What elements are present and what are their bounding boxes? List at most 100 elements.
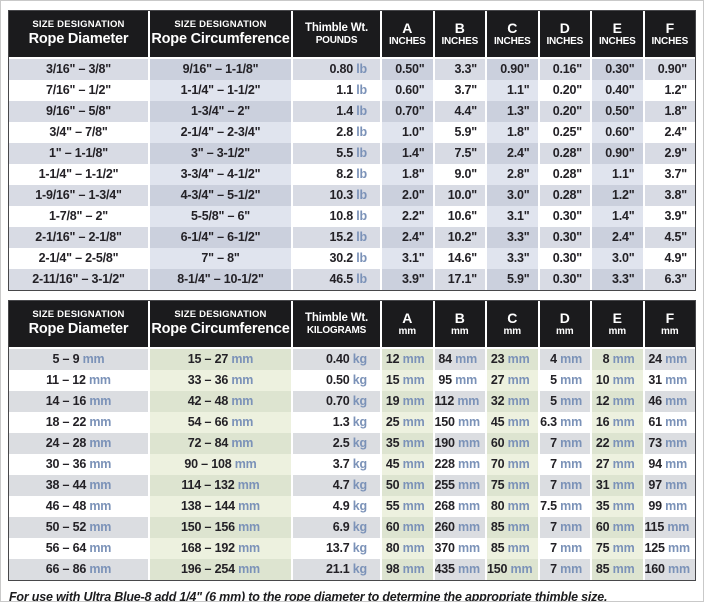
table-row: 3/4" – 7/8" 2-1/4" – 2-3/4" 2.8 lb 1.0" 5.9"… <box>9 122 695 143</box>
table-cell: 1-9/16" – 1-3/4" <box>9 185 148 206</box>
table-cell: 0.30" <box>539 227 590 248</box>
table-cell: 8.2 lb <box>293 164 380 185</box>
table-cell: 3-3/4" – 4-1/2" <box>150 164 291 185</box>
table-cell: 1.1 lb <box>293 80 380 101</box>
table-cell: 2.9" <box>644 143 695 164</box>
column-header-e-inches: E INCHES <box>592 11 643 57</box>
column-header-size-designation-rope-diameter: SIZE DESIGNATION Rope Diameter <box>9 301 148 347</box>
table-cell: 27 mm <box>592 454 643 475</box>
table-body-metric: 5 – 9 mm 15 – 27 mm 0.40 kg 12 mm 84 mm 23 mm… <box>9 349 695 580</box>
table-cell: 73 mm <box>644 433 695 454</box>
table-cell: 168 – 192 mm <box>150 538 291 559</box>
table-cell: 38 – 44 mm <box>9 475 148 496</box>
table-cell: 33 – 36 mm <box>150 370 291 391</box>
header-line-1: A <box>402 310 413 327</box>
table-cell: 4.5" <box>644 227 695 248</box>
table-cell: 0.80 lb <box>293 59 380 80</box>
table-cell: 10.0" <box>434 185 485 206</box>
table-cell: 0.40 kg <box>293 349 380 370</box>
table-cell: 7 mm <box>539 475 590 496</box>
table-cell: 3.0" <box>592 248 643 269</box>
table-cell: 7/16" – 1/2" <box>9 80 148 101</box>
header-line-2: Rope Diameter <box>28 31 129 48</box>
table-cell: 30 – 36 mm <box>9 454 148 475</box>
table-cell: 0.40" <box>592 80 643 101</box>
header-line-2: INCHES <box>388 36 426 48</box>
table-cell: 1.1" <box>487 80 538 101</box>
table-cell: 4-3/4" – 5-1/2" <box>150 185 291 206</box>
column-header-size-designation-rope-circumference: SIZE DESIGNATION Rope Circumference <box>150 11 291 57</box>
header-line-1: D <box>559 20 570 37</box>
table-cell: 435 mm <box>434 559 485 580</box>
table-cell: 7.5" <box>434 143 485 164</box>
table-cell: 15.2 lb <box>293 227 380 248</box>
table-cell: 160 mm <box>644 559 695 580</box>
table-cell: 10.6" <box>434 206 485 227</box>
table-cell: 10.8 lb <box>293 206 380 227</box>
table-row: 1" – 1-1/8" 3" – 3-1/2" 5.5 lb 1.4" 7.5" 2.4"… <box>9 143 695 164</box>
header-line-1: Thimble Wt. <box>305 311 368 324</box>
table-cell: 12 mm <box>592 391 643 412</box>
spec-table-metric: SIZE DESIGNATION Rope Diameter SIZE DESIGN… <box>8 300 696 581</box>
table-cell: 0.20" <box>539 101 590 122</box>
table-cell: 1.8" <box>644 101 695 122</box>
table-cell: 2.5 kg <box>293 433 380 454</box>
header-line-2: Rope Circumference <box>151 321 290 338</box>
table-cell: 114 – 132 mm <box>150 475 291 496</box>
table-cell: 2.8 lb <box>293 122 380 143</box>
table-cell: 99 mm <box>644 496 695 517</box>
table-cell: 0.60" <box>382 80 433 101</box>
table-cell: 0.28" <box>539 164 590 185</box>
header-line-1: Thimble Wt. <box>305 21 368 34</box>
table-cell: 0.28" <box>539 143 590 164</box>
table-cell: 1.2" <box>592 185 643 206</box>
header-line-1: C <box>507 310 518 327</box>
table-cell: 1-1/4" – 1-1/2" <box>9 164 148 185</box>
column-header-c-inches: C INCHES <box>487 11 538 57</box>
table-cell: 30.2 lb <box>293 248 380 269</box>
table-cell: 45 mm <box>487 412 538 433</box>
table-row: 2-11/16" – 3-1/2" 8-1/4" – 10-1/2" 46.5 lb… <box>9 269 695 290</box>
table-cell: 0.70 kg <box>293 391 380 412</box>
table-cell: 85 mm <box>592 559 643 580</box>
table-cell: 7 mm <box>539 433 590 454</box>
table-cell: 0.28" <box>539 185 590 206</box>
table-cell: 150 mm <box>487 559 538 580</box>
table-row: 56 – 64 mm 168 – 192 mm 13.7 kg 80 mm 370 mm… <box>9 538 695 559</box>
column-header-a-inches: A INCHES <box>382 11 433 57</box>
table-cell: 4 mm <box>539 349 590 370</box>
table-cell: 3.0" <box>487 185 538 206</box>
table-row: 66 – 86 mm 196 – 254 mm 21.1 kg 98 mm 435 mm… <box>9 559 695 580</box>
table-row: 24 – 28 mm 72 – 84 mm 2.5 kg 35 mm 190 mm 60 … <box>9 433 695 454</box>
table-cell: 3.9" <box>644 206 695 227</box>
table-cell: 2.2" <box>382 206 433 227</box>
header-line-1: SIZE DESIGNATION <box>32 309 125 321</box>
table-cell: 4.9" <box>644 248 695 269</box>
table-cell: 61 mm <box>644 412 695 433</box>
table-row: 38 – 44 mm 114 – 132 mm 4.7 kg 50 mm 255 mm 7… <box>9 475 695 496</box>
table-cell: 3.3" <box>434 59 485 80</box>
table-cell: 14 – 16 mm <box>9 391 148 412</box>
header-line-2: INCHES <box>651 36 689 48</box>
table-cell: 2.4" <box>644 122 695 143</box>
table-cell: 0.25" <box>539 122 590 143</box>
table-cell: 0.50 kg <box>293 370 380 391</box>
header-line-2: Rope Diameter <box>28 321 129 338</box>
table-header-row-inches: SIZE DESIGNATION Rope Diameter SIZE DESIGN… <box>9 11 695 57</box>
table-cell: 60 mm <box>382 517 433 538</box>
table-cell: 2-1/4" – 2-3/4" <box>150 122 291 143</box>
table-cell: 85 mm <box>487 517 538 538</box>
table-cell: 5.9" <box>434 122 485 143</box>
table-cell: 2-1/16" – 2-1/8" <box>9 227 148 248</box>
column-header-thimble-wt-kilograms: Thimble Wt. KILOGRAMS <box>293 301 380 347</box>
table-cell: 7 mm <box>539 517 590 538</box>
table-cell: 1.8" <box>382 164 433 185</box>
table-cell: 7 mm <box>539 454 590 475</box>
table-row: 7/16" – 1/2" 1-1/4" – 1-1/2" 1.1 lb 0.60" 3.… <box>9 80 695 101</box>
table-cell: 1-1/4" – 1-1/2" <box>150 80 291 101</box>
table-cell: 35 mm <box>592 496 643 517</box>
table-cell: 3.1" <box>487 206 538 227</box>
